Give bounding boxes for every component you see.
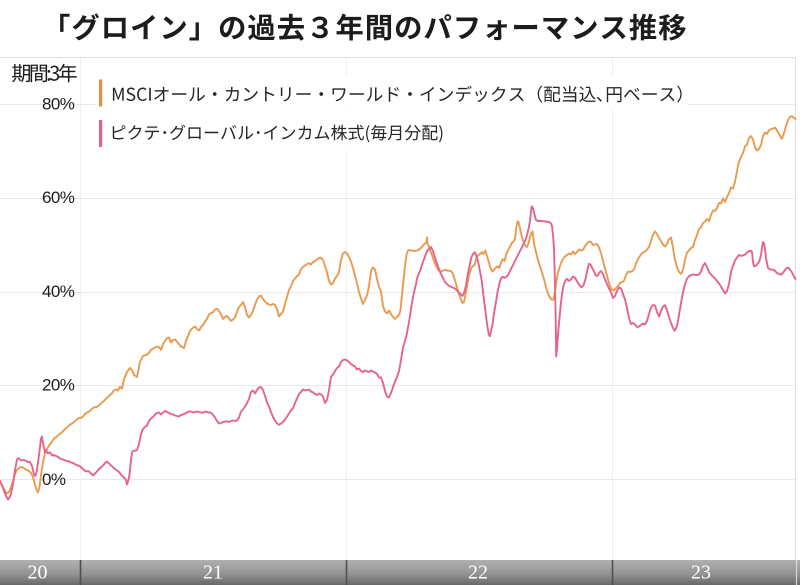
svg-text:22: 22	[468, 562, 488, 584]
svg-text:80%: 80%	[42, 95, 75, 114]
svg-text:20%: 20%	[42, 376, 75, 395]
svg-text:60%: 60%	[42, 188, 75, 207]
svg-text:40%: 40%	[42, 282, 75, 301]
svg-text:23: 23	[691, 562, 711, 584]
svg-text:0%: 0%	[42, 470, 66, 489]
svg-text:21: 21	[203, 562, 223, 584]
svg-text:20: 20	[28, 562, 48, 584]
